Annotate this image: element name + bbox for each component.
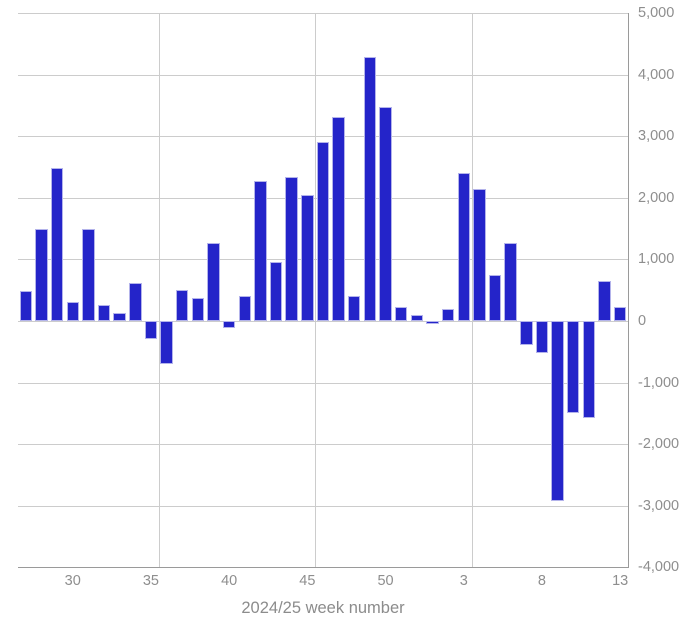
bar-week-40[interactable] — [222, 321, 236, 328]
y-axis-tick-label: -1,000 — [638, 374, 680, 391]
bar-week-41[interactable] — [238, 295, 251, 321]
bar-week-47[interactable] — [332, 117, 345, 321]
x-axis-tick-label: 13 — [612, 573, 629, 589]
bar-week-31[interactable] — [82, 229, 95, 321]
bar-week-37[interactable] — [176, 289, 189, 321]
bar-week-9[interactable] — [551, 321, 564, 501]
bar-week-45[interactable] — [301, 194, 314, 321]
bar-week-34[interactable] — [129, 282, 142, 321]
bar-week-5[interactable] — [488, 274, 502, 321]
horizontal-gridline — [18, 321, 628, 322]
bar-week-28[interactable] — [35, 229, 48, 321]
y-axis-tick-label: 0 — [638, 313, 647, 329]
x-axis-tick-label: 45 — [299, 573, 316, 589]
bar-week-33[interactable] — [113, 312, 126, 321]
bar-week-49[interactable] — [363, 56, 377, 321]
y-axis-tick-label: -2,000 — [638, 436, 680, 453]
bar-week-44[interactable] — [285, 176, 298, 321]
bar-week-51[interactable] — [394, 306, 408, 321]
bar-week-38[interactable] — [191, 297, 205, 321]
x-axis-tick-label: 30 — [64, 573, 81, 589]
bar-week-10[interactable] — [567, 321, 580, 413]
x-axis-title: 2024/25 week number — [241, 599, 405, 617]
bar-week-42[interactable] — [254, 180, 267, 321]
y-axis-tick-label: 2,000 — [638, 189, 675, 206]
y-axis-tick-label: 5,000 — [638, 5, 675, 21]
vertical-gridline — [315, 13, 317, 568]
x-axis-tick-label: 3 — [459, 573, 468, 589]
bar-week-27[interactable] — [19, 291, 33, 321]
vertical-gridline — [471, 13, 473, 568]
y-axis-tick-label: -4,000 — [638, 559, 680, 576]
bar-week-39[interactable] — [207, 242, 220, 321]
y-axis-tick-label: 4,000 — [638, 66, 675, 83]
x-axis-line — [18, 567, 628, 569]
x-axis-tick-label: 8 — [537, 573, 546, 589]
horizontal-gridline — [18, 382, 628, 384]
horizontal-gridline — [18, 136, 628, 138]
bar-week-8[interactable] — [535, 321, 549, 354]
bar-week-29[interactable] — [50, 168, 64, 321]
bar-week-35[interactable] — [144, 321, 158, 340]
x-axis-tick-label: 35 — [142, 573, 159, 589]
horizontal-gridline — [18, 13, 628, 14]
bar-week-13[interactable] — [613, 306, 627, 321]
x-axis-tick-label: 40 — [221, 573, 238, 589]
bar-week-7[interactable] — [520, 321, 533, 346]
y-axis-tick-label: 1,000 — [638, 251, 675, 268]
bar-week-1[interactable] — [426, 321, 439, 325]
horizontal-gridline — [18, 505, 628, 507]
bar-week-6[interactable] — [504, 243, 517, 321]
y-axis-tick-label: 3,000 — [638, 128, 675, 145]
vertical-gridline — [158, 13, 160, 568]
bar-week-3[interactable] — [457, 173, 470, 321]
bar-week-2[interactable] — [441, 308, 455, 321]
bar-week-30[interactable] — [66, 301, 79, 321]
bar-week-48[interactable] — [348, 295, 361, 321]
y-axis-line — [628, 13, 629, 569]
bar-week-11[interactable] — [582, 321, 596, 419]
horizontal-gridline — [18, 74, 628, 76]
x-axis-tick-label: 50 — [377, 573, 394, 589]
bar-week-50[interactable] — [379, 106, 392, 321]
bar-week-12[interactable] — [598, 280, 611, 321]
horizontal-gridline — [18, 444, 628, 446]
bar-week-36[interactable] — [160, 321, 173, 365]
bar-week-32[interactable] — [97, 304, 111, 321]
bar-week-52[interactable] — [410, 314, 424, 321]
bar-week-46[interactable] — [316, 142, 330, 321]
bar-week-4[interactable] — [473, 189, 486, 321]
y-axis-tick-label: -3,000 — [638, 497, 680, 514]
bar-week-43[interactable] — [269, 262, 283, 321]
